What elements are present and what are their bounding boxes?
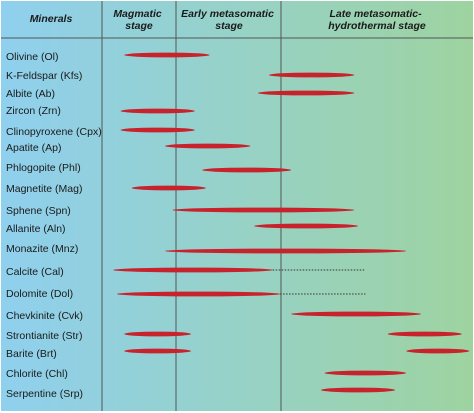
range-bar-magnetite: [131, 185, 206, 191]
magmatic-stage-header: Magmatic stage: [113, 8, 164, 32]
mineral-label-phlogopite: Phlogopite (Phl): [6, 162, 81, 174]
range-bar-barite-1: [124, 348, 191, 354]
mineral-label-allanite: Allanite (Aln): [6, 223, 66, 235]
early-metasomatic-stage-header-line1: Early metasomatic: [181, 8, 274, 20]
range-bar-chevkinite: [291, 311, 421, 317]
range-bar-monazite: [165, 248, 407, 254]
mineral-label-k-feldspar: K-Feldspar (Kfs): [6, 70, 82, 82]
mineral-label-monazite: Monazite (Mnz): [6, 243, 78, 255]
mineral-label-calcite: Calcite (Cal): [6, 266, 64, 278]
mineral-label-serpentine: Serpentine (Srp): [6, 388, 83, 400]
range-bar-chlorite: [324, 370, 407, 376]
mineral-label-olivine: Olivine (Ol): [6, 51, 59, 63]
range-bar-serpentine: [320, 387, 396, 393]
range-bar-allanite: [254, 223, 358, 229]
range-bar-barite-2: [406, 348, 470, 354]
minerals-column-header: Minerals: [30, 13, 73, 25]
range-bar-strontianite-1: [124, 331, 191, 337]
range-bar-olivine: [124, 52, 210, 58]
late-stage-header-line1: Late metasomatic-: [329, 8, 422, 20]
range-bar-zircon: [120, 108, 195, 114]
mineral-label-dolomite: Dolomite (Dol): [6, 288, 73, 300]
magmatic-stage-header-line1: Magmatic: [113, 8, 162, 20]
mineral-label-chevkinite: Chevkinite (Cvk): [6, 310, 83, 322]
mineral-label-sphene: Sphene (Spn): [6, 205, 71, 217]
late-metasomatic-hydrothermal-stage-header: Late metasomatic- hydrothermal stage: [328, 8, 426, 32]
mineral-label-barite: Barite (Brt): [6, 348, 57, 360]
mineral-label-chlorite: Chlorite (Chl): [6, 368, 68, 380]
mineral-range-bars: [113, 52, 470, 393]
range-bar-phlogopite: [202, 167, 292, 173]
range-bar-dolomite: [116, 291, 281, 297]
mineral-label-clinopyroxene: Clinopyroxene (Cpx): [6, 126, 102, 138]
mineral-label-magnetite: Magnetite (Mag): [6, 183, 82, 195]
range-bar-sphene: [172, 207, 355, 213]
range-bar-calcite: [113, 267, 273, 273]
mineral-label-strontianite: Strontianite (Str): [6, 330, 82, 342]
range-bar-clinopyroxene: [120, 127, 195, 133]
early-metasomatic-stage-header: Early metasomatic stage: [181, 8, 277, 32]
late-stage-header-line2: hydrothermal stage: [328, 20, 426, 32]
range-bar-albite: [257, 90, 355, 96]
range-bar-strontianite-2: [387, 331, 462, 337]
range-bar-k-feldspar: [268, 72, 355, 78]
early-metasomatic-stage-header-line2: stage: [215, 20, 243, 32]
mineral-label-albite: Albite (Ab): [6, 88, 55, 100]
magmatic-stage-header-line2: stage: [125, 20, 153, 32]
mineral-label-zircon: Zircon (Zrn): [6, 105, 61, 117]
mineral-label-apatite: Apatite (Ap): [6, 142, 61, 154]
range-bar-apatite: [165, 143, 251, 149]
